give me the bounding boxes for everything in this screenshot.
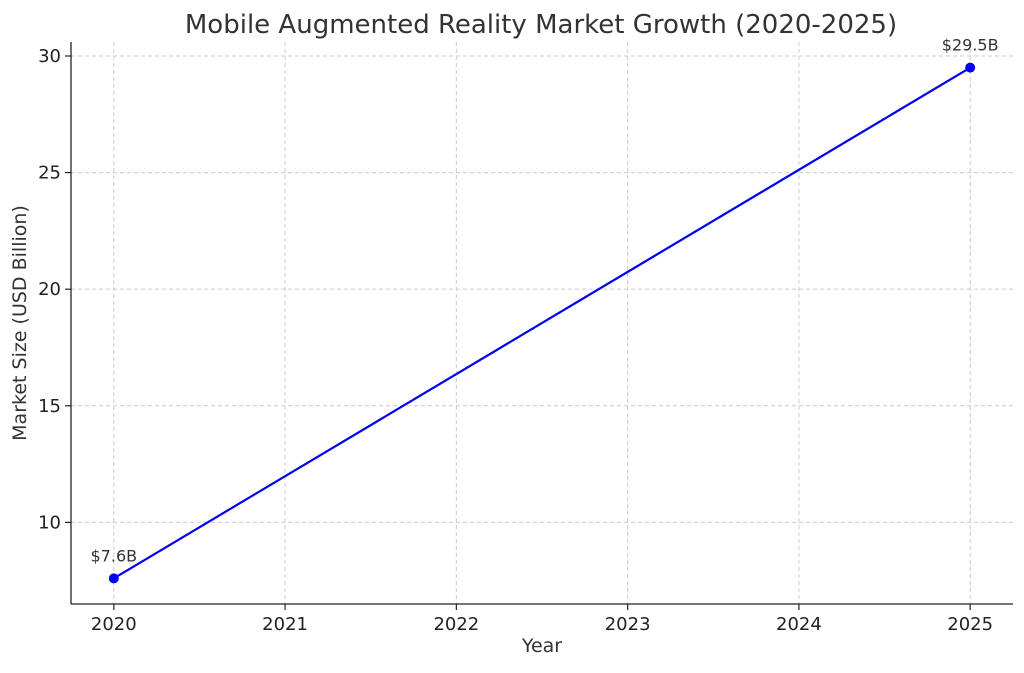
data-point-marker <box>108 573 119 584</box>
data-label: $29.5B <box>942 36 999 55</box>
data-label: $7.6B <box>91 546 138 565</box>
axes <box>70 42 1013 605</box>
y-ticks: 10 15 20 25 30 <box>38 46 71 533</box>
y-tick-label: 25 <box>38 163 61 184</box>
annotations: $7.6B $29.5B <box>91 36 999 566</box>
data-point-marker <box>965 62 976 73</box>
y-axis-label: Market Size (USD Billion) <box>9 205 31 441</box>
y-tick-label: 15 <box>38 396 61 417</box>
y-tick-label: 10 <box>38 512 61 533</box>
x-tick-label: 2020 <box>91 614 137 635</box>
x-tick-label: 2024 <box>776 614 822 635</box>
y-tick-label: 30 <box>38 46 61 67</box>
series-line <box>113 66 971 580</box>
x-tick-label: 2022 <box>433 614 479 635</box>
y-tick-label: 20 <box>38 279 61 300</box>
x-tick-label: 2025 <box>947 614 993 635</box>
x-tick-label: 2023 <box>605 614 651 635</box>
chart-title: Mobile Augmented Reality Market Growth (… <box>185 10 897 40</box>
series <box>108 62 976 584</box>
x-ticks: 2020 2021 2022 2023 2024 2025 <box>91 604 993 635</box>
grid <box>71 42 1013 604</box>
x-axis-label: Year <box>521 635 562 657</box>
x-tick-label: 2021 <box>262 614 308 635</box>
